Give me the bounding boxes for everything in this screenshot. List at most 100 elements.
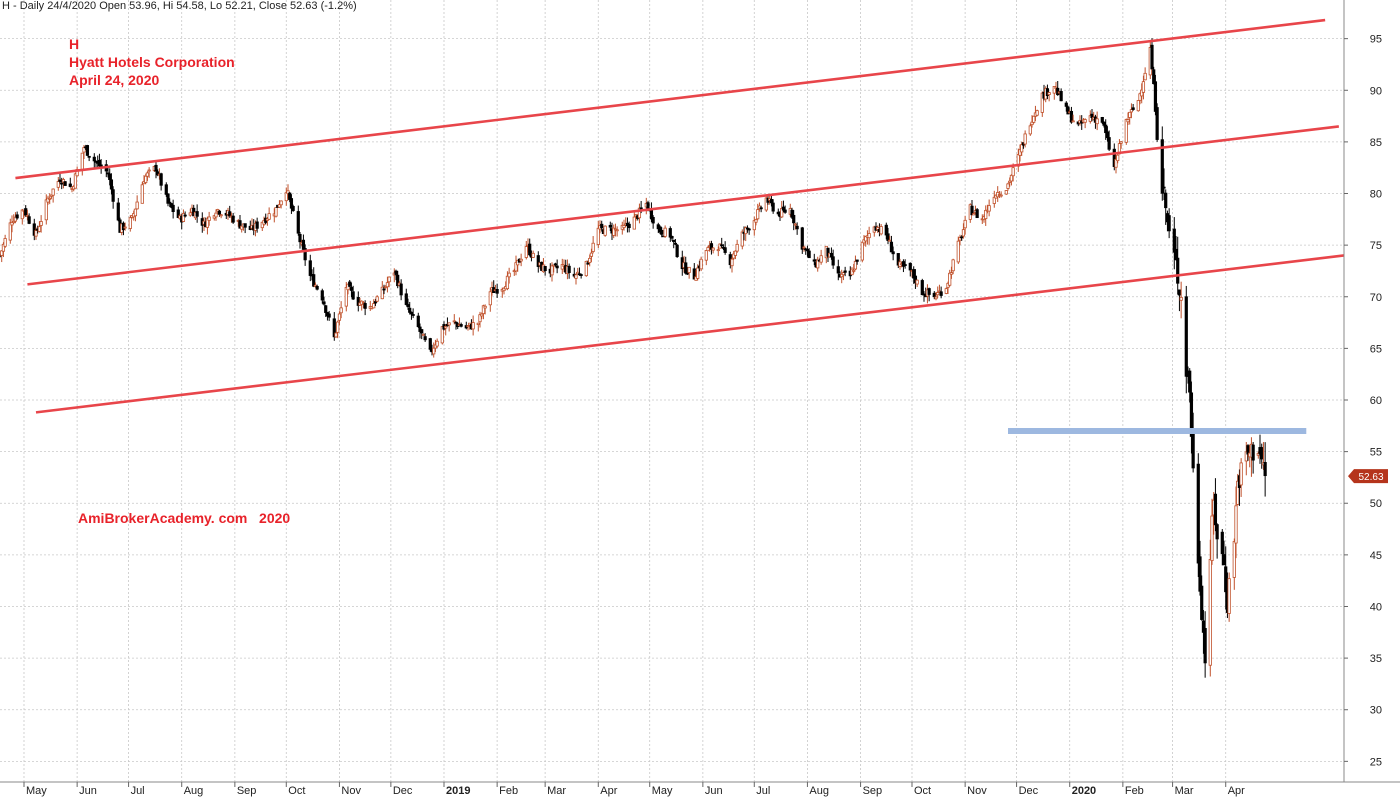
candle-body [1004,190,1008,195]
candle-body [589,252,594,257]
candle-body [975,209,979,219]
candle-body [156,171,160,176]
candle-body [92,156,96,162]
candle-body [327,313,331,318]
candle-body [476,322,480,325]
candle-body [140,184,144,204]
candle-body [831,256,835,266]
candle-body [867,233,871,239]
candle-body [886,233,890,241]
candle-body [1114,159,1118,168]
candle-body [622,225,626,228]
candle-body [843,270,847,273]
candle-body [960,236,964,239]
candle-body [524,246,528,258]
ticker-label: H [69,36,80,52]
candle-body [240,225,244,230]
candle-body [819,255,823,263]
candle-body [301,239,306,250]
x-tick-label: 2019 [446,785,470,797]
candle-body [752,220,756,231]
candle-body [428,338,432,350]
candle-body [936,292,940,296]
candle-body [1184,296,1188,377]
candle-body [586,262,590,265]
candle-body [404,293,408,305]
candle-body [37,226,42,232]
candle-body [1210,515,1214,561]
candle-body [600,223,604,229]
candle-body [452,320,456,323]
candle-body [747,228,751,231]
candle-body [956,240,960,263]
candle-body [514,262,518,272]
candle-body [949,272,954,275]
candle-body [416,315,420,327]
candle-body [145,172,150,177]
y-tick-label: 65 [1370,343,1382,355]
candle-body [1129,109,1134,113]
candle-body [420,329,424,334]
candle-body [267,213,271,220]
candle-body [588,257,592,263]
candle-body [792,214,796,224]
candle-body [298,233,302,243]
candle-body [168,201,172,204]
candle-body [800,227,804,250]
candle-body [1006,183,1010,189]
candle-body [1056,87,1060,96]
candle-body [315,286,319,290]
candle-body [373,301,378,304]
candle-body [1236,480,1240,505]
candle-body [296,211,300,234]
candle-body [349,287,354,291]
candle-body [308,260,312,276]
candle-body [745,227,750,230]
candle-body [934,296,938,300]
x-tick-label: Mar [547,785,566,797]
candle-body [1040,92,1044,113]
candle-body [711,247,715,251]
candle-body [1174,248,1178,261]
candle-body [1196,463,1200,564]
candle-body [1188,370,1192,393]
candle-body [1152,69,1156,85]
candle-body [1251,444,1255,461]
candle-body [61,179,66,183]
candle-body [732,253,736,259]
candle-body [312,274,316,287]
candle-body [348,281,352,287]
candle-body [850,268,854,276]
y-tick-label: 50 [1370,498,1382,510]
candle-body [685,271,690,275]
candle-body [216,209,220,212]
candle-body [961,229,966,237]
candle-body [1234,505,1238,544]
candle-body [555,265,559,269]
candle-body [668,228,672,238]
y-tick-label: 35 [1370,653,1382,665]
candle-body [121,222,126,231]
candle-body [754,219,758,223]
candle-body [944,288,948,294]
candle-body [440,326,444,344]
candle-body [744,227,748,235]
candle-body [1244,451,1248,462]
candle-body [337,313,342,321]
candle-body [1126,119,1130,123]
candle-body [627,223,631,229]
candle-body [1140,89,1144,97]
candle-body [836,266,840,274]
candle-body [984,209,988,220]
candle-body [1220,531,1224,554]
candle-body [912,269,916,279]
candle-body [884,224,888,236]
candle-body [603,225,607,236]
candle-body [852,269,856,272]
candle-body [286,190,290,195]
candle-body [123,226,127,229]
watermark-label: AmiBrokerAcademy. com 2020 [78,510,291,526]
candle-body [94,160,98,163]
candle-body [324,305,328,313]
candle-body [109,179,114,190]
